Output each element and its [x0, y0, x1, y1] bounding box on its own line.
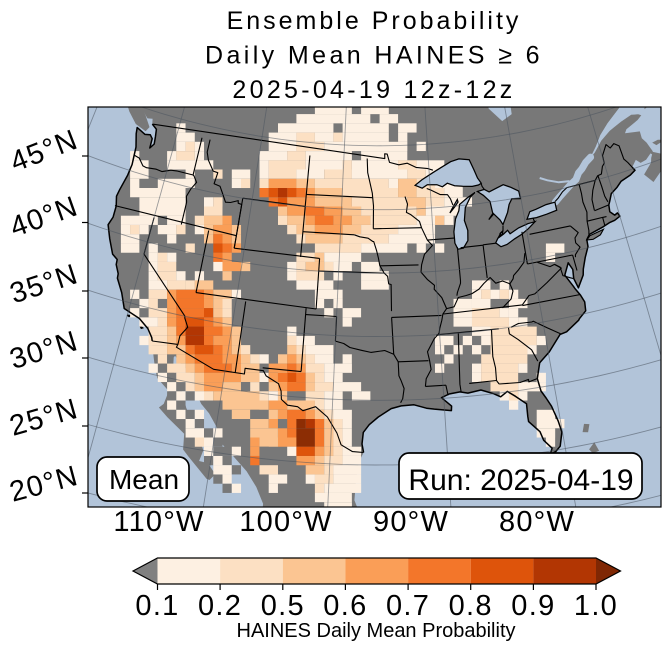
- svg-text:0.9: 0.9: [511, 590, 555, 622]
- svg-text:0.7: 0.7: [386, 590, 430, 622]
- svg-text:80°W: 80°W: [499, 506, 575, 538]
- svg-text:0.2: 0.2: [198, 590, 242, 622]
- svg-text:0.1: 0.1: [135, 590, 179, 622]
- svg-text:110°W: 110°W: [113, 506, 204, 538]
- svg-text:1.0: 1.0: [574, 590, 618, 622]
- svg-text:2025-04-19 12z-12z: 2025-04-19 12z-12z: [232, 76, 515, 104]
- svg-text:Mean: Mean: [109, 464, 179, 495]
- svg-text:0.8: 0.8: [449, 590, 493, 622]
- svg-text:HAINES Daily Mean Probability: HAINES Daily Mean Probability: [237, 620, 516, 642]
- svg-text:Daily Mean HAINES ≥ 6: Daily Mean HAINES ≥ 6: [205, 42, 543, 70]
- svg-text:0.5: 0.5: [261, 590, 305, 622]
- svg-text:0.6: 0.6: [323, 590, 367, 622]
- svg-text:Run: 2025-04-19: Run: 2025-04-19: [408, 464, 633, 497]
- svg-text:90°W: 90°W: [373, 506, 449, 538]
- svg-text:100°W: 100°W: [239, 506, 332, 538]
- svg-text:Ensemble Probability: Ensemble Probability: [227, 7, 522, 35]
